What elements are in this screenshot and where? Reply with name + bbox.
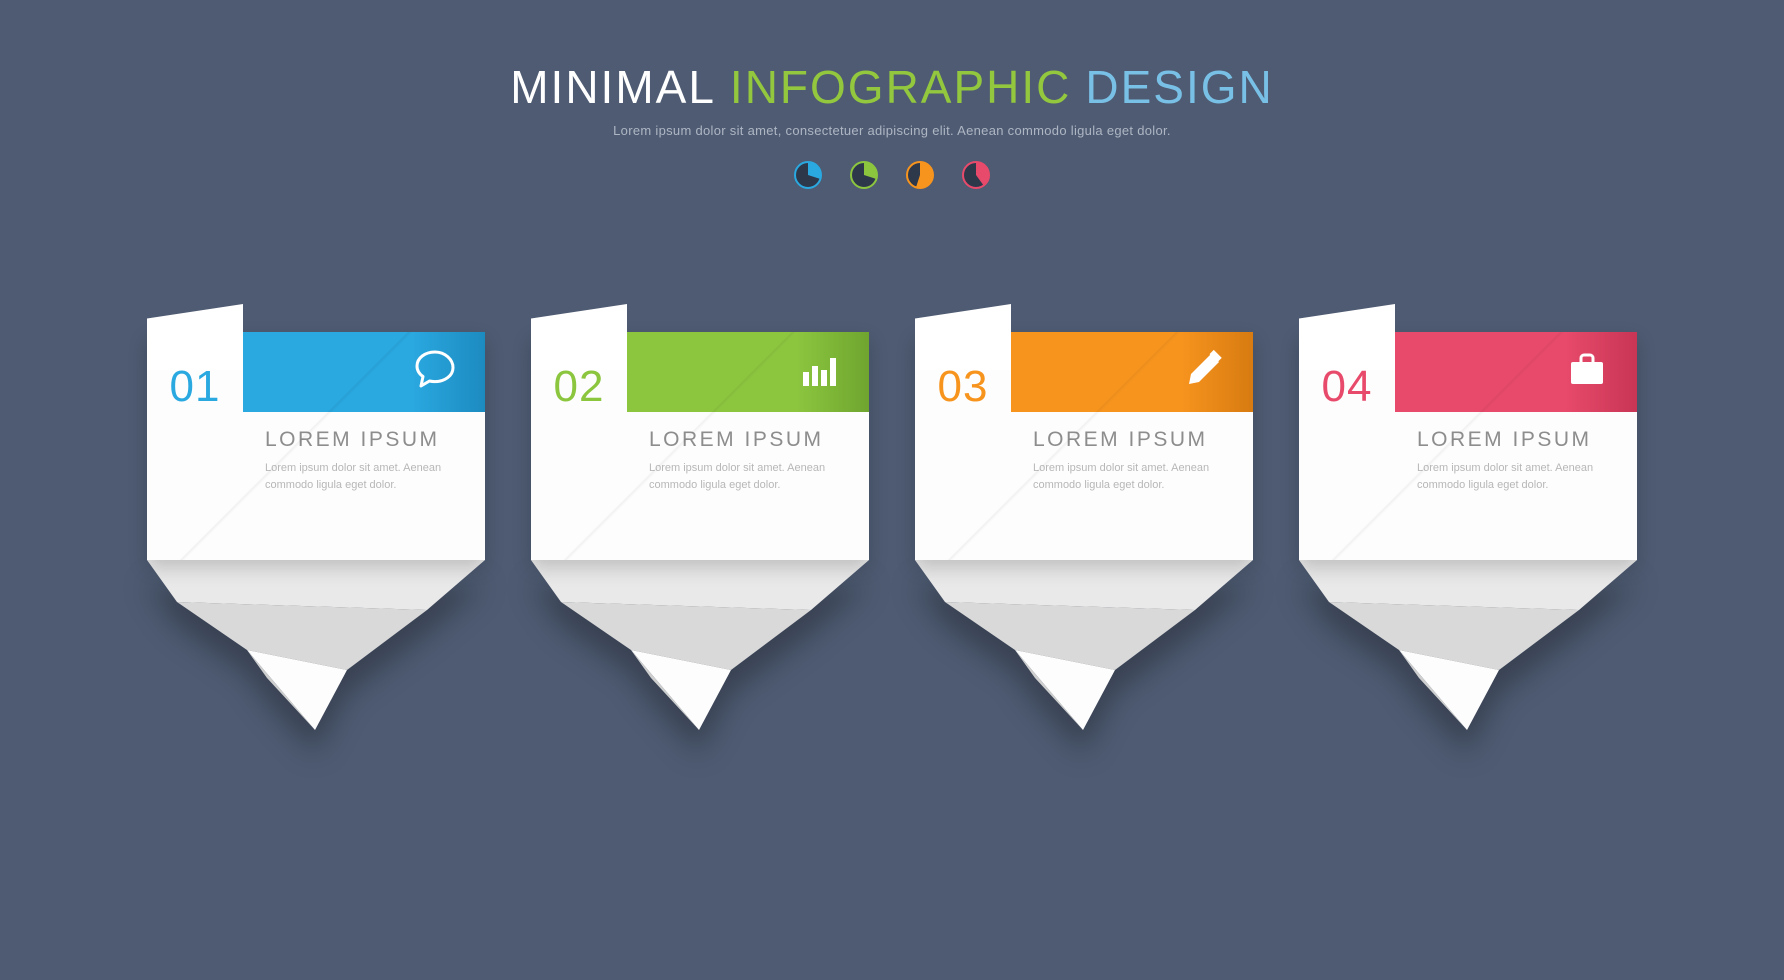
speech-icon xyxy=(413,348,457,397)
subtitle: Lorem ipsum dolor sit amet, consectetuer… xyxy=(0,123,1784,138)
step-title: LOREM IPSUM xyxy=(1033,428,1233,452)
step-title: LOREM IPSUM xyxy=(265,428,465,452)
legend-pie-icon xyxy=(849,160,879,190)
origami-tail xyxy=(531,560,869,730)
step-body: Lorem ipsum dolor sit amet. Aenean commo… xyxy=(1033,460,1233,494)
step-card-04: 04 LOREM IPSUM Lorem ipsum dolor sit ame… xyxy=(1299,332,1637,730)
paper-fold-top xyxy=(147,304,243,370)
paper-fold-top xyxy=(531,304,627,370)
briefcase-icon xyxy=(1565,348,1609,397)
paper-fold-top xyxy=(1299,304,1395,370)
step-card-03: 03 LOREM IPSUM Lorem ipsum dolor sit ame… xyxy=(915,332,1253,730)
accent-stripe xyxy=(627,332,869,412)
accent-stripe xyxy=(1395,332,1637,412)
legend-pie-icon xyxy=(961,160,991,190)
step-body: Lorem ipsum dolor sit amet. Aenean commo… xyxy=(265,460,465,494)
origami-tail xyxy=(1299,560,1637,730)
title-word-1: INFOGRAPHIC xyxy=(730,62,1071,113)
step-body: Lorem ipsum dolor sit amet. Aenean commo… xyxy=(649,460,849,494)
pencil-icon xyxy=(1181,348,1225,397)
title-word-2: DESIGN xyxy=(1085,62,1273,113)
main-title: MINIMAL INFOGRAPHIC DESIGN xyxy=(0,62,1784,113)
accent-stripe xyxy=(1011,332,1253,412)
origami-tail xyxy=(915,560,1253,730)
step-card-01: 01 LOREM IPSUM Lorem ipsum dolor sit ame… xyxy=(147,332,485,730)
legend-pie-icon xyxy=(905,160,935,190)
accent-stripe xyxy=(243,332,485,412)
legend-pie-icon xyxy=(793,160,823,190)
step-title: LOREM IPSUM xyxy=(1417,428,1617,452)
step-card-02: 02 LOREM IPSUM Lorem ipsum dolor sit ame… xyxy=(531,332,869,730)
step-body: Lorem ipsum dolor sit amet. Aenean commo… xyxy=(1417,460,1617,494)
title-word-0: MINIMAL xyxy=(510,62,716,113)
bars-icon xyxy=(797,348,841,397)
header: MINIMAL INFOGRAPHIC DESIGN Lorem ipsum dol… xyxy=(0,62,1784,190)
legend-pies xyxy=(0,160,1784,190)
step-title: LOREM IPSUM xyxy=(649,428,849,452)
origami-tail xyxy=(147,560,485,730)
paper-fold-top xyxy=(915,304,1011,370)
cards-row: 01 LOREM IPSUM Lorem ipsum dolor sit ame… xyxy=(0,332,1784,730)
